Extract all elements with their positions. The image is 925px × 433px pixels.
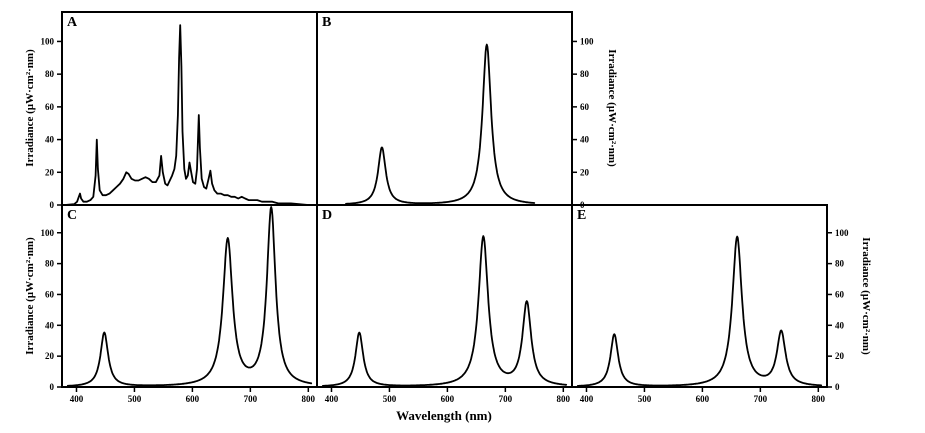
panel-e-ytick-label: 100 [835, 228, 849, 238]
panel-e-ytick-label: 80 [835, 259, 845, 269]
panel-e-ytick-label: 40 [835, 320, 845, 330]
panel-a-ytick-label: 40 [45, 135, 55, 145]
panel-c-ytick-label: 40 [45, 320, 55, 330]
panel-c-xtick-label: 600 [186, 394, 200, 404]
panel-c-plot: 0 20 40 60 80 100 400 500 600 700 800 [41, 204, 318, 404]
panel-d-xtick-label: 400 [325, 394, 339, 404]
panel-e-xtick-label: 400 [580, 394, 594, 404]
panel-e-ytick-label: 60 [835, 289, 845, 299]
panel-c-xtick-label: 800 [302, 394, 316, 404]
panel-c-curve [66, 206, 313, 387]
panel-a-ytick-label: 0 [50, 200, 55, 210]
panel-b-letter: B [322, 15, 332, 30]
panel-e-ytick-label: 20 [835, 351, 845, 361]
y-axis-label-panel-b: Irradiance (µW·cm²·nm) [606, 49, 618, 167]
panel-d-curve [321, 235, 568, 387]
panel-d-xtick-label: 700 [499, 394, 513, 404]
panel-c-ytick-label: 80 [45, 259, 55, 269]
panel-c-xtick-label: 500 [128, 394, 142, 404]
y-axis-label-panel-e: Irradiance (µW·cm²·nm) [860, 237, 872, 355]
y-axis-label-panel-c: Irradiance (µW·cm²·nm) [24, 237, 36, 355]
panel-c-ytick-label: 60 [45, 289, 55, 299]
panel-b-ytick-label: 80 [580, 69, 590, 79]
panel-c-ytick-label: 20 [45, 351, 55, 361]
panel-b-ytick-label: 40 [580, 135, 590, 145]
y-axis-label-panel-a: Irradiance (µW·cm²·nm) [24, 49, 36, 167]
panel-d-xtick-label: 600 [441, 394, 455, 404]
panel-b-curve [345, 43, 536, 205]
panel-c-letter: C [67, 208, 78, 223]
panel-d-letter: D [322, 208, 333, 223]
panel-a-ytick-label: 20 [45, 167, 55, 177]
panel-d-xtick-label: 800 [557, 394, 571, 404]
panel-a-letter: A [67, 15, 78, 30]
panel-e-plot: 0 20 40 60 80 100 400 500 600 700 800 [571, 204, 849, 404]
panel-a-frame [61, 11, 318, 206]
panel-b-ytick-label: 100 [580, 36, 594, 46]
panel-a-plot: 0 20 40 60 80 100 [41, 11, 318, 210]
panel-e-letter: E [577, 208, 587, 223]
panel-c-ytick-label: 0 [50, 382, 55, 392]
panel-e-ytick-label: 0 [835, 382, 840, 392]
panel-a-curve [64, 24, 315, 206]
panel-e-xtick-label: 700 [754, 394, 768, 404]
panel-a-ytick-label: 100 [41, 36, 55, 46]
x-axis-label: Wavelength (nm) [396, 408, 492, 423]
panel-a-ytick-label: 80 [45, 69, 55, 79]
panel-e-xtick-label: 600 [696, 394, 710, 404]
panel-d-plot: 400 500 600 700 800 [316, 204, 573, 404]
panel-e-xtick-label: 800 [812, 394, 826, 404]
panel-e-xtick-label: 500 [638, 394, 652, 404]
panel-c-xtick-label: 400 [70, 394, 84, 404]
panel-b-frame [316, 11, 573, 206]
panel-e-frame [571, 204, 828, 388]
panel-a-ytick-label: 60 [45, 102, 55, 112]
panel-e-curve [576, 235, 823, 387]
panel-b-ytick-label: 20 [580, 167, 590, 177]
panel-c-xtick-label: 700 [244, 394, 258, 404]
panel-c-ytick-label: 100 [41, 228, 55, 238]
panel-b-ytick-label: 60 [580, 102, 590, 112]
panel-d-xtick-label: 500 [383, 394, 397, 404]
